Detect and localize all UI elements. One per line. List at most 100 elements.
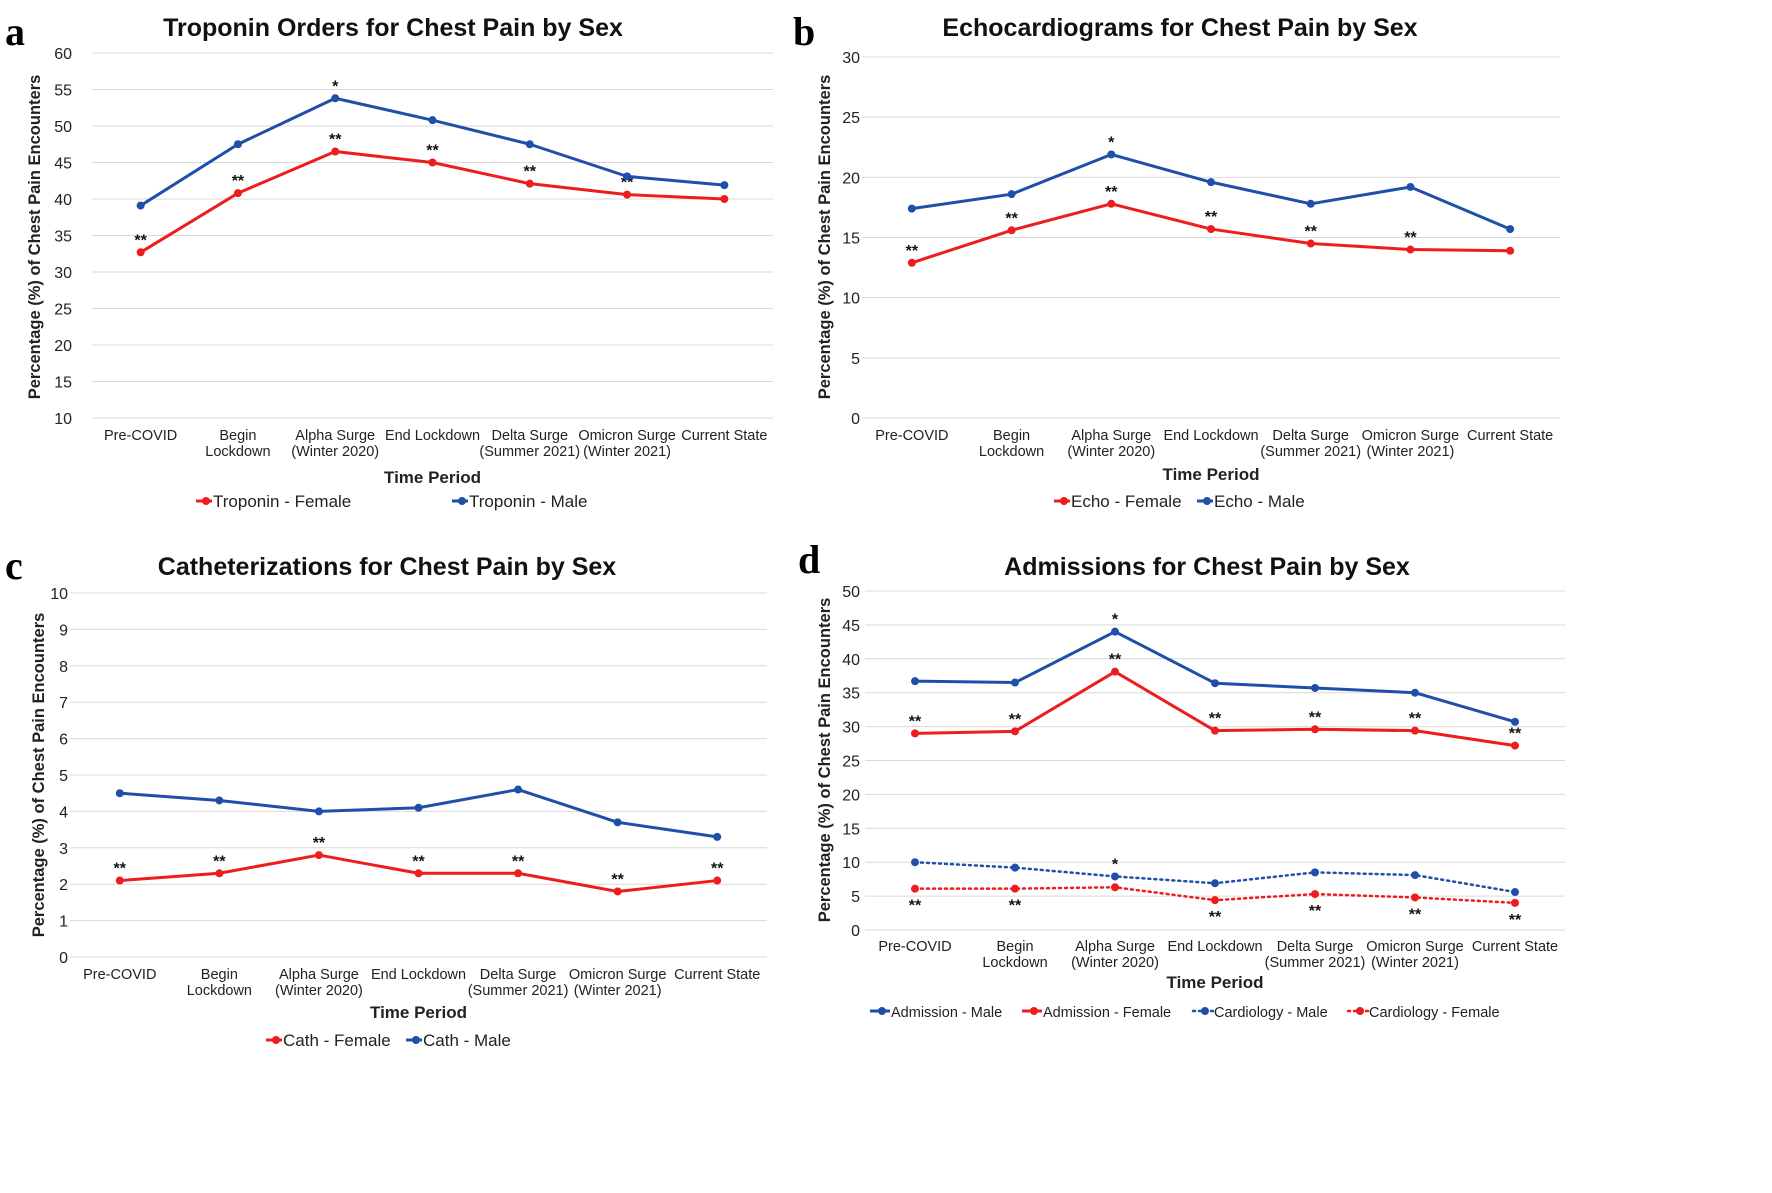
xtick-label: Lockdown (187, 983, 252, 999)
ytick-label: 20 (842, 170, 860, 187)
xtick-label: Begin (219, 428, 256, 444)
xtick-label: Begin (993, 428, 1030, 444)
data-point (1211, 896, 1219, 905)
data-point (623, 172, 632, 181)
data-point (1111, 627, 1119, 636)
series-line (119, 788, 718, 839)
data-point (1211, 726, 1219, 735)
xtick-label: Begin (996, 939, 1033, 955)
ytick-label: 20 (842, 787, 860, 804)
ytick-label: 2 (59, 877, 68, 894)
ytick-label: 10 (54, 411, 72, 428)
data-point (136, 201, 145, 210)
legend-swatch-marker (202, 497, 210, 505)
data-point (414, 869, 423, 878)
x-axis-title: Time Period (1167, 973, 1264, 992)
significance-label: ** (524, 164, 537, 181)
data-point (1411, 726, 1419, 735)
data-point (613, 818, 622, 827)
data-point (115, 789, 124, 798)
legend-label: Cardiology - Female (1369, 1005, 1500, 1021)
data-point (911, 729, 919, 738)
ytick-label: 0 (851, 411, 860, 428)
xtick-label: Alpha Surge (295, 428, 375, 444)
ytick-label: 30 (54, 265, 72, 282)
data-point (1511, 888, 1519, 897)
panel-letter: c (5, 543, 23, 588)
xtick-label: (Summer 2021) (1260, 444, 1361, 460)
significance-label: ** (1009, 711, 1022, 728)
significance-label: ** (611, 871, 624, 888)
significance-label: ** (906, 243, 919, 260)
data-point (1011, 884, 1019, 893)
data-point (525, 140, 534, 149)
significance-label: ** (213, 853, 226, 870)
ytick-label: 5 (851, 351, 860, 368)
series-line (139, 150, 725, 254)
ytick-label: 15 (842, 821, 860, 838)
xtick-label: End Lockdown (385, 428, 480, 444)
y-axis-title: Percentage (%) of Chest Pain Encounters (816, 598, 834, 923)
significance-label: ** (1009, 898, 1022, 915)
significance-label: ** (1105, 184, 1118, 201)
legend-swatch-marker (1201, 1007, 1209, 1015)
significance-label: ** (313, 835, 326, 852)
significance-label: ** (329, 132, 342, 149)
data-point (1007, 226, 1016, 235)
significance-label: ** (1309, 709, 1322, 726)
ytick-label: 60 (54, 46, 72, 63)
significance-label: ** (1304, 224, 1317, 241)
significance-label: ** (1409, 711, 1422, 728)
ytick-label: 0 (59, 950, 68, 967)
significance-label: ** (1205, 209, 1218, 226)
data-point (1311, 683, 1319, 692)
data-point (1211, 879, 1219, 888)
xtick-label: (Summer 2021) (479, 444, 580, 460)
series-echo-female: ** ** ** ** ** ** (906, 184, 1515, 267)
ytick-label: 40 (842, 652, 860, 669)
data-point (1011, 678, 1019, 687)
data-point (1211, 679, 1219, 688)
legend-swatch-marker (272, 1036, 280, 1044)
series-line (914, 630, 1516, 724)
ytick-label: 45 (842, 618, 860, 635)
data-point (623, 190, 632, 199)
data-point (1306, 239, 1315, 248)
data-point (713, 876, 722, 885)
xtick-label: Delta Surge (491, 428, 568, 444)
chart-panel-c: c Catheterizations for Chest Pain by Sex 0… (5, 543, 767, 1050)
legend-label: Echo - Female (1071, 492, 1182, 511)
data-point (907, 258, 916, 267)
ytick-label: 8 (59, 659, 68, 676)
xtick-label: Begin (201, 967, 238, 983)
legend-swatch-marker (458, 497, 466, 505)
data-point (514, 869, 523, 878)
data-point (911, 884, 919, 893)
significance-label: * (332, 78, 339, 95)
x-axis-title: Time Period (1163, 465, 1260, 484)
significance-label: ** (412, 853, 425, 870)
significance-label: * (1108, 134, 1115, 151)
data-point (720, 195, 729, 203)
data-point (428, 158, 437, 167)
ytick-label: 4 (59, 804, 68, 821)
significance-label: ** (1109, 652, 1122, 669)
xtick-label: Pre-COVID (878, 939, 951, 955)
data-point (911, 677, 919, 686)
legend-swatch-marker (1030, 1007, 1038, 1015)
legend-swatch-marker (1060, 497, 1068, 505)
xtick-label: Pre-COVID (104, 428, 177, 444)
x-axis-title: Time Period (384, 468, 481, 487)
y-axis-title: Percentage (%) of Chest Pain Encounters (26, 75, 44, 400)
ytick-label: 6 (59, 732, 68, 749)
ytick-label: 35 (54, 229, 72, 246)
legend: Troponin - Female Troponin - Male (196, 492, 587, 511)
xtick-label: Delta Surge (480, 967, 557, 983)
data-point (1306, 199, 1315, 208)
xtick-label: Omicron Surge (569, 967, 667, 983)
data-point (215, 796, 224, 805)
data-point (1107, 199, 1116, 208)
series-cath-male (115, 785, 722, 841)
ytick-label: 5 (59, 768, 68, 785)
